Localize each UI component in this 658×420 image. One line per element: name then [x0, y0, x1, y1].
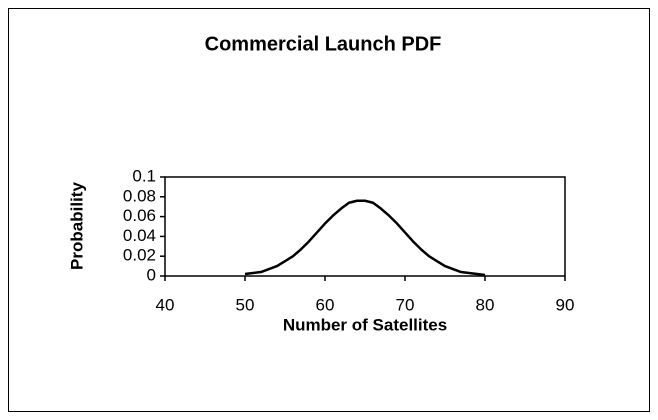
y-tick-label: 0: [147, 265, 156, 284]
x-tick-label: 40: [156, 295, 175, 314]
y-tick-label: 0.1: [132, 166, 156, 185]
x-tick-label: 90: [556, 295, 575, 314]
x-tick-label: 70: [396, 295, 415, 314]
x-tick-label: 50: [236, 295, 255, 314]
x-axis-label: Number of Satellites: [283, 315, 447, 334]
plot-frame: [164, 176, 566, 277]
x-tick-label: 60: [316, 295, 335, 314]
y-tick-label: 0.04: [123, 226, 156, 245]
y-axis-label: Probability: [67, 182, 86, 270]
y-tick-label: 0.08: [123, 186, 156, 205]
x-tick-label: 80: [476, 295, 495, 314]
y-tick-label: 0.02: [123, 246, 156, 265]
chart-title: Commercial Launch PDF: [205, 33, 442, 55]
data-line: [244, 199, 486, 277]
chart-frame: [8, 8, 650, 412]
y-tick-label: 0.06: [123, 206, 156, 225]
